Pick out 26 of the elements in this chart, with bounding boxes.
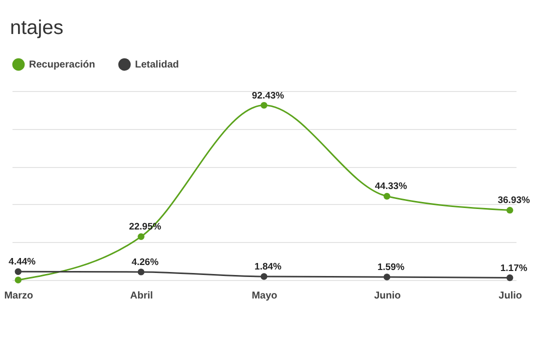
point [138,268,144,276]
x-tick-label: Junio [374,290,401,302]
point [384,192,390,200]
chart-title: ntajes [10,17,64,39]
data-label: 1.84% [254,262,282,273]
data-label: 4.26% [132,256,160,268]
point [384,274,390,280]
x-tick-label: Mayo [252,290,278,302]
x-tick-label: Marzo [4,290,34,302]
data-label: 92.43% [252,90,285,102]
point [260,102,268,109]
legend-label: Letalidad [135,60,179,71]
data-label: 1.17% [500,262,528,274]
point [260,273,268,280]
point [506,274,514,282]
data-label: 1.59% [377,262,405,273]
legend-label: Recuperación [29,60,96,71]
point [14,276,22,284]
data-label: 44.33% [374,181,408,192]
point [138,233,144,240]
x-tick-label: Abril [130,290,154,302]
x-tick-label: Julio [498,290,522,302]
data-label: 36.93% [498,195,531,206]
point [14,268,22,275]
point [506,206,514,214]
data-label: 4.44% [8,256,36,268]
